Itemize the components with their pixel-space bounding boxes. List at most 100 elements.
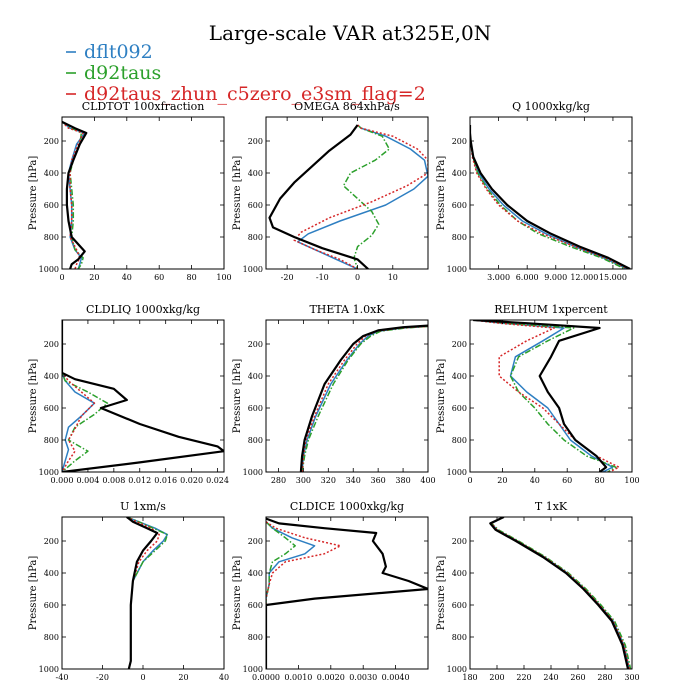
- series-line-obs: [299, 324, 428, 472]
- y-tick-label: 600: [248, 601, 263, 610]
- y-tick-label: 800: [44, 633, 59, 642]
- y-tick-label: 200: [248, 537, 263, 546]
- y-tick-label: 400: [44, 169, 59, 178]
- x-tick-label: 0: [355, 273, 360, 282]
- y-tick-label: 200: [452, 537, 467, 546]
- x-tick-label: 280: [271, 476, 286, 485]
- legend-label-1: d92taus: [84, 62, 161, 84]
- x-tick-label: 80: [187, 273, 197, 282]
- x-tick-label: 0.0010: [284, 673, 312, 682]
- y-tick-label: 200: [44, 340, 59, 349]
- panel-title: T 1xK: [535, 500, 568, 513]
- panel-4: CLDLIQ 1000xkg/kg Pressure [hPa] 200 400 600…: [28, 303, 229, 485]
- series-line-obs: [268, 124, 369, 269]
- panel-title: CLDICE 1000xkg/kg: [290, 500, 404, 513]
- panel-title: OMEGA 864xhPa/s: [294, 100, 400, 113]
- panel-title: CLDLIQ 1000xkg/kg: [86, 303, 200, 316]
- series-line-obs: [126, 517, 159, 669]
- plot-frame: [469, 516, 633, 670]
- series-line-obs: [470, 125, 631, 269]
- panel-title: U 1xm/s: [120, 500, 166, 513]
- series-line-d92taus: [266, 521, 296, 669]
- y-tick-label: 600: [452, 601, 467, 610]
- series-line-d92taus_zhun_c5zero_e3sm_flag=2: [470, 125, 629, 269]
- y-tick-label: 1000: [447, 468, 467, 477]
- y-axis-label: Pressure [hPa]: [436, 359, 447, 434]
- y-tick-label: 200: [44, 537, 59, 546]
- series-line-obs: [489, 517, 630, 669]
- x-tick-label: 0.0030: [349, 673, 377, 682]
- x-tick-label: 0: [467, 476, 472, 485]
- y-axis-label: Pressure [hPa]: [28, 556, 39, 631]
- y-tick-label: 200: [248, 340, 263, 349]
- x-tick-label: 15.000: [599, 273, 627, 282]
- x-tick-label: 180: [462, 673, 477, 682]
- x-tick-label: 0.008: [102, 476, 125, 485]
- y-tick-label: 400: [248, 372, 263, 381]
- y-tick-label: 600: [248, 404, 263, 413]
- x-tick-label: 0.016: [154, 476, 177, 485]
- y-axis-label: Pressure [hPa]: [28, 156, 39, 231]
- plot-frame: [61, 319, 225, 473]
- x-tick-label: 280: [597, 673, 612, 682]
- x-tick-label: 3.000: [487, 273, 510, 282]
- panel-2: OMEGA 864xhPa/s Pressure [hPa] 200 400 600 80…: [232, 100, 429, 282]
- series-group: [473, 320, 620, 472]
- legend-label-0: dflt092: [84, 41, 153, 63]
- x-tick-label: 20: [89, 273, 99, 282]
- x-tick-label: 0.012: [128, 476, 151, 485]
- y-tick-label: 800: [248, 233, 263, 242]
- series-line-obs: [62, 120, 88, 269]
- x-tick-label: 20: [497, 476, 507, 485]
- plot-frame: [265, 319, 429, 473]
- x-tick-label: 20: [178, 673, 188, 682]
- x-tick-label: 100: [624, 476, 639, 485]
- y-tick-label: 1000: [39, 265, 59, 274]
- legend-label-2: d92taus_zhun_c5zero_e3sm_flag=2: [84, 83, 426, 105]
- legend: dflt092d92tausd92taus_zhun_c5zero_e3sm_f…: [66, 41, 426, 105]
- y-tick-label: 800: [452, 436, 467, 445]
- y-tick-label: 600: [452, 404, 467, 413]
- series-line-dflt092: [62, 320, 96, 472]
- plot-frame: [61, 116, 225, 270]
- panel-title: Q 1000xkg/kg: [512, 100, 590, 113]
- x-tick-label: 9.000: [544, 273, 567, 282]
- series-group: [268, 124, 428, 269]
- series-line-d92taus_zhun_c5zero_e3sm_flag=2: [293, 124, 428, 269]
- x-tick-label: 0.0000: [252, 673, 280, 682]
- x-tick-label: -20: [96, 673, 109, 682]
- series-line-d92taus: [490, 517, 632, 669]
- series-group: [126, 517, 169, 669]
- series-group: [299, 324, 428, 472]
- y-tick-label: 600: [452, 201, 467, 210]
- y-tick-label: 400: [452, 169, 467, 178]
- y-axis-label: Pressure [hPa]: [232, 359, 243, 434]
- series-line-d92taus: [301, 325, 428, 472]
- x-tick-label: -40: [56, 673, 69, 682]
- x-tick-label: 60: [154, 273, 164, 282]
- y-tick-label: 200: [452, 340, 467, 349]
- y-tick-label: 1000: [39, 468, 59, 477]
- x-tick-label: 240: [543, 673, 558, 682]
- x-tick-label: 0.020: [180, 476, 203, 485]
- panel-5: THETA 1.0xK Pressure [hPa] 200 400 600 800 100…: [232, 303, 436, 485]
- y-tick-label: 200: [452, 137, 467, 146]
- y-axis-label: Pressure [hPa]: [436, 156, 447, 231]
- y-axis-label: Pressure [hPa]: [28, 359, 39, 434]
- y-tick-label: 1000: [447, 665, 467, 674]
- x-tick-label: 0.024: [206, 476, 229, 485]
- series-group: [489, 517, 632, 669]
- plot-frame: [265, 116, 429, 270]
- series-line-d92taus: [62, 320, 109, 472]
- y-tick-label: 400: [44, 569, 59, 578]
- plot-frame: [61, 516, 225, 670]
- y-tick-label: 600: [248, 201, 263, 210]
- x-tick-label: 300: [624, 673, 639, 682]
- x-tick-label: -10: [316, 273, 329, 282]
- y-tick-label: 200: [44, 137, 59, 146]
- y-tick-label: 1000: [39, 665, 59, 674]
